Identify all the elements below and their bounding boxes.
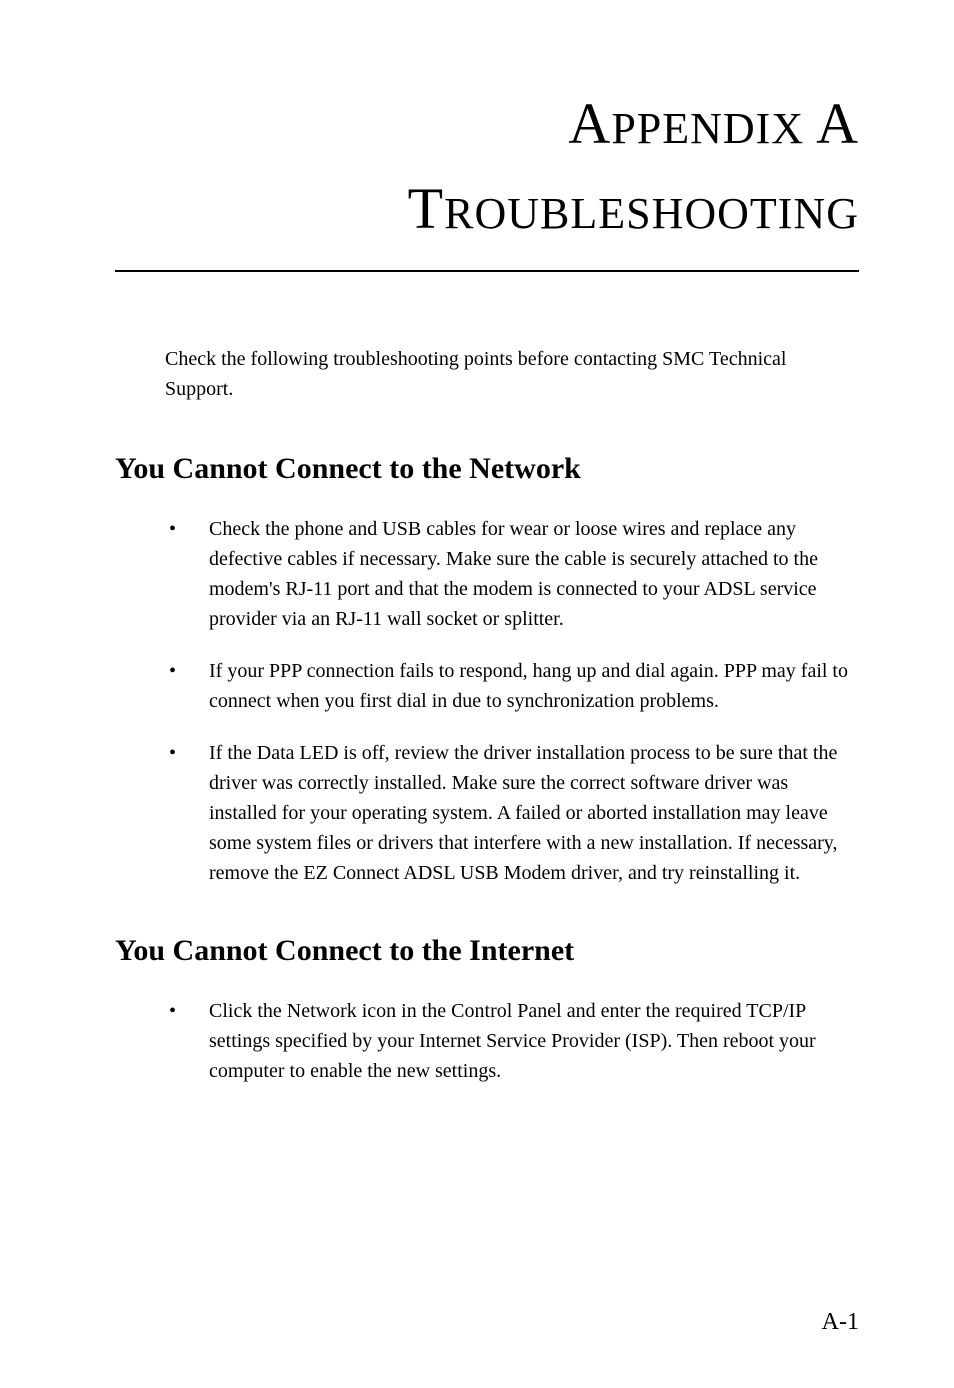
list-item: • Check the phone and USB cables for wea… (165, 514, 859, 634)
section-heading-network: You Cannot Connect to the Network (115, 452, 859, 486)
title-rule (115, 270, 859, 272)
bullet-marker: • (165, 656, 209, 716)
bullet-text: Check the phone and USB cables for wear … (209, 514, 859, 634)
section-heading-internet: You Cannot Connect to the Internet (115, 934, 859, 968)
bullet-text: If your PPP connection fails to respond,… (209, 656, 859, 716)
list-item: • Click the Network icon in the Control … (165, 996, 859, 1086)
bullet-list-network: • Check the phone and USB cables for wea… (165, 514, 859, 888)
page-number: A-1 (822, 1309, 859, 1336)
list-item: • If your PPP connection fails to respon… (165, 656, 859, 716)
bullet-text: If the Data LED is off, review the drive… (209, 738, 859, 888)
appendix-letter: A (816, 91, 859, 156)
appendix-title: APPENDIX A (115, 90, 859, 157)
bullet-marker: • (165, 738, 209, 888)
bullet-text: Click the Network icon in the Control Pa… (209, 996, 859, 1086)
bullet-marker: • (165, 514, 209, 634)
chapter-cap: T (408, 176, 444, 241)
bullet-list-internet: • Click the Network icon in the Control … (165, 996, 859, 1086)
chapter-rest: ROUBLESHOOTING (444, 189, 859, 238)
list-item: • If the Data LED is off, review the dri… (165, 738, 859, 888)
chapter-title: TROUBLESHOOTING (115, 175, 859, 242)
appendix-prefix-cap: A (568, 91, 611, 156)
bullet-marker: • (165, 996, 209, 1086)
appendix-prefix-rest: PPENDIX (611, 104, 804, 153)
intro-text: Check the following troubleshooting poin… (165, 344, 859, 404)
